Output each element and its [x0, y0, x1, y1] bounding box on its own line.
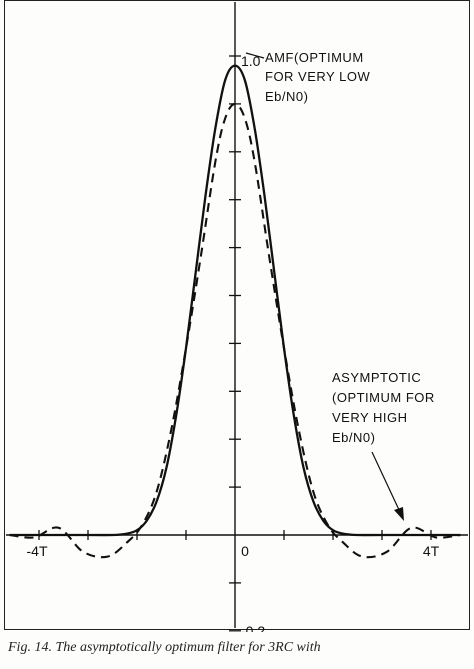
y-tick-label: 1.0 [241, 53, 261, 69]
asymptotic-annotation-line-4: Eb/N0) [332, 430, 375, 445]
annotation-layer: AMF(OPTIMUM FOR VERY LOW Eb/N0) ASYMPTOT… [245, 50, 435, 521]
tick-labels: -4T 0 4T 1.0 -0.2 [27, 53, 440, 632]
asymptotic-arrow-line [371, 451, 401, 513]
figure-caption: Fig. 14. The asymptotically optimum filt… [8, 640, 321, 655]
asymptotic-annotation-line-1: ASYMPTOTIC [332, 370, 421, 385]
amf-annotation-line-1: AMF(OPTIMUM [265, 50, 364, 65]
amf-curve [9, 64, 461, 537]
amf-annotation-line-3: Eb/N0) [265, 89, 308, 104]
asymptotic-arrowhead [394, 507, 404, 521]
x-tick-label: 4T [423, 543, 440, 559]
chart-plot-area: -4T 0 4T 1.0 -0.2 AMF(OPTIMUM FOR VERY LOW E… [6, 2, 468, 632]
x-tick-label: 0 [241, 543, 249, 559]
amf-pointer-line [245, 52, 265, 59]
asymptotic-annotation-line-3: VERY HIGH [332, 410, 408, 425]
chart-frame [4, 0, 470, 630]
amf-annotation-line-2: FOR VERY LOW [265, 69, 370, 84]
asymptotic-annotation-line-2: (OPTIMUM FOR [332, 390, 435, 405]
series-layer [9, 64, 461, 559]
x-tick-label: -4T [27, 543, 48, 559]
asymptotic-curve [9, 102, 461, 559]
y-tick-label: -0.2 [241, 623, 265, 632]
